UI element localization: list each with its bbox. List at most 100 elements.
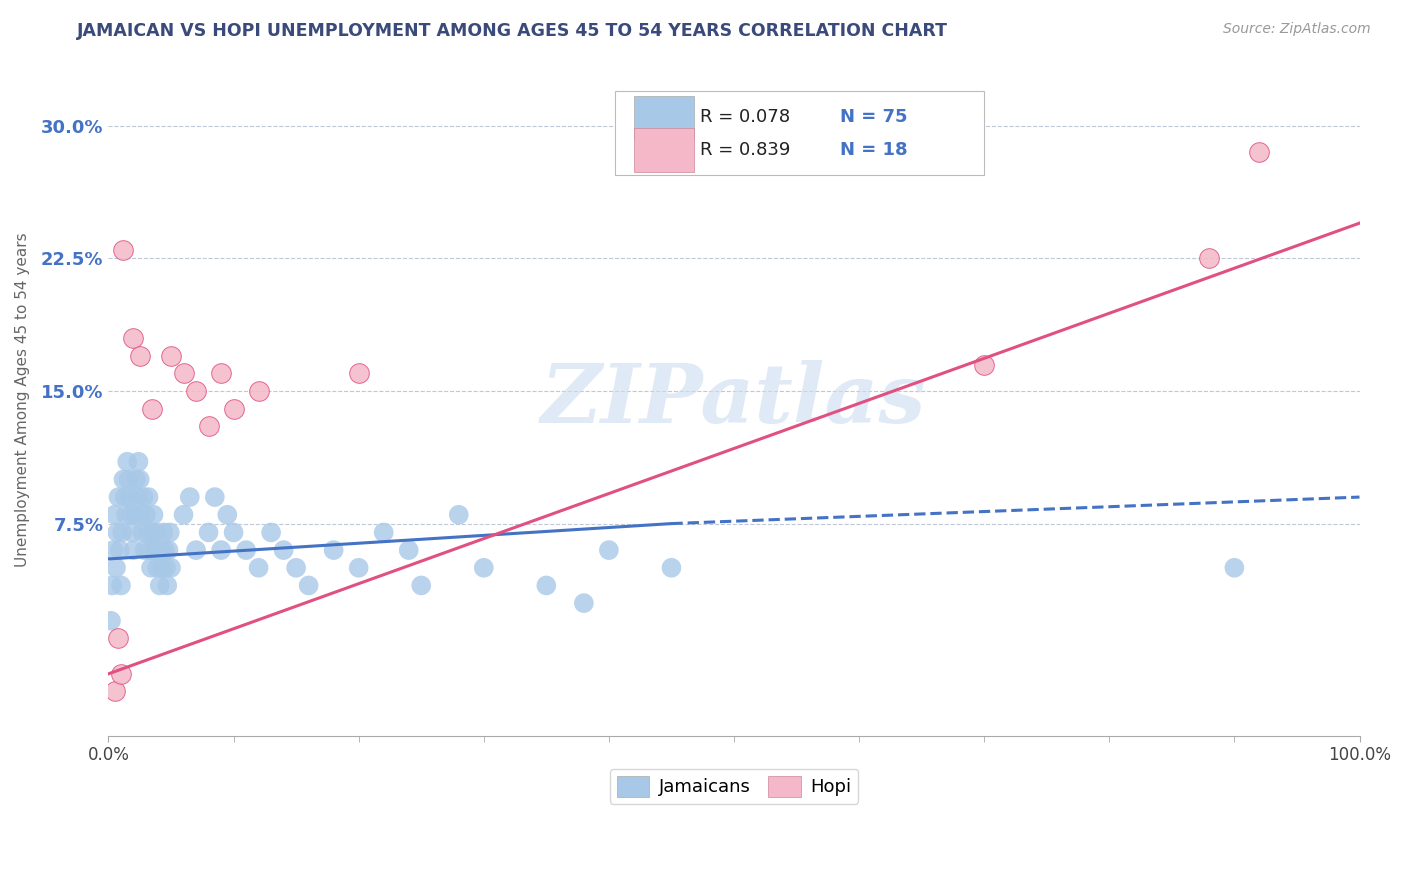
Point — [411, 578, 433, 592]
Point — [141, 401, 163, 416]
Point — [152, 525, 174, 540]
Point — [398, 543, 420, 558]
Point — [298, 578, 321, 592]
Point — [129, 508, 152, 522]
Point — [117, 472, 139, 486]
Point — [184, 384, 207, 398]
Point — [114, 490, 136, 504]
Point — [1223, 561, 1246, 575]
Point — [1198, 252, 1220, 266]
FancyBboxPatch shape — [634, 95, 695, 139]
Point — [285, 561, 308, 575]
Point — [222, 525, 245, 540]
Point — [125, 472, 148, 486]
Point — [141, 525, 163, 540]
Point — [159, 525, 181, 540]
Point — [122, 331, 145, 345]
Text: R = 0.078: R = 0.078 — [700, 109, 790, 127]
Point — [110, 666, 132, 681]
Point — [134, 543, 156, 558]
Point — [104, 508, 127, 522]
Point — [136, 525, 159, 540]
Point — [138, 490, 160, 504]
Point — [104, 561, 127, 575]
Point — [101, 578, 124, 592]
Point — [572, 596, 595, 610]
Point — [598, 543, 620, 558]
Point — [235, 543, 257, 558]
Point — [115, 455, 138, 469]
Point — [197, 525, 219, 540]
Point — [122, 543, 145, 558]
Point — [127, 490, 149, 504]
Point — [142, 508, 165, 522]
Point — [447, 508, 470, 522]
Point — [135, 508, 157, 522]
Point — [146, 561, 169, 575]
Point — [131, 525, 153, 540]
Point — [143, 543, 166, 558]
Point — [184, 543, 207, 558]
Point — [217, 508, 239, 522]
Text: ZIPatlas: ZIPatlas — [541, 359, 927, 440]
Text: Source: ZipAtlas.com: Source: ZipAtlas.com — [1223, 22, 1371, 37]
Point — [209, 367, 232, 381]
Point — [322, 543, 344, 558]
Point — [103, 543, 125, 558]
Point — [273, 543, 295, 558]
Point — [150, 561, 173, 575]
Point — [104, 684, 127, 698]
Point — [347, 367, 370, 381]
Point — [149, 578, 172, 592]
Text: N = 18: N = 18 — [841, 141, 908, 159]
Point — [661, 561, 683, 575]
Point — [160, 561, 183, 575]
Point — [160, 349, 183, 363]
Point — [139, 543, 162, 558]
Point — [112, 243, 135, 257]
Point — [120, 508, 142, 522]
Y-axis label: Unemployment Among Ages 45 to 54 years: Unemployment Among Ages 45 to 54 years — [15, 233, 30, 567]
Point — [107, 490, 129, 504]
Point — [132, 490, 155, 504]
Point — [108, 543, 131, 558]
Text: JAMAICAN VS HOPI UNEMPLOYMENT AMONG AGES 45 TO 54 YEARS CORRELATION CHART: JAMAICAN VS HOPI UNEMPLOYMENT AMONG AGES… — [77, 22, 948, 40]
Point — [128, 349, 150, 363]
Point — [204, 490, 226, 504]
Point — [115, 508, 138, 522]
Point — [111, 525, 134, 540]
Point — [197, 419, 219, 434]
Point — [105, 525, 128, 540]
Point — [128, 472, 150, 486]
FancyBboxPatch shape — [634, 128, 695, 171]
Point — [173, 367, 195, 381]
Point — [110, 578, 132, 592]
Point — [536, 578, 558, 592]
Point — [153, 543, 176, 558]
Text: R = 0.839: R = 0.839 — [700, 141, 790, 159]
Legend: Jamaicans, Hopi: Jamaicans, Hopi — [610, 769, 858, 804]
Point — [145, 525, 167, 540]
Point — [112, 472, 135, 486]
Point — [139, 561, 162, 575]
Point — [121, 525, 143, 540]
Point — [173, 508, 195, 522]
FancyBboxPatch shape — [616, 91, 984, 175]
Point — [373, 525, 395, 540]
Point — [148, 543, 170, 558]
Point — [107, 632, 129, 646]
Point — [128, 455, 150, 469]
Point — [247, 384, 270, 398]
Point — [150, 543, 173, 558]
Point — [155, 561, 177, 575]
Text: N = 75: N = 75 — [841, 109, 908, 127]
Point — [156, 578, 179, 592]
Point — [260, 525, 283, 540]
Point — [973, 358, 995, 372]
Point — [100, 614, 122, 628]
Point — [118, 490, 141, 504]
Point — [472, 561, 495, 575]
Point — [157, 543, 180, 558]
Point — [347, 561, 370, 575]
Point — [1249, 145, 1271, 160]
